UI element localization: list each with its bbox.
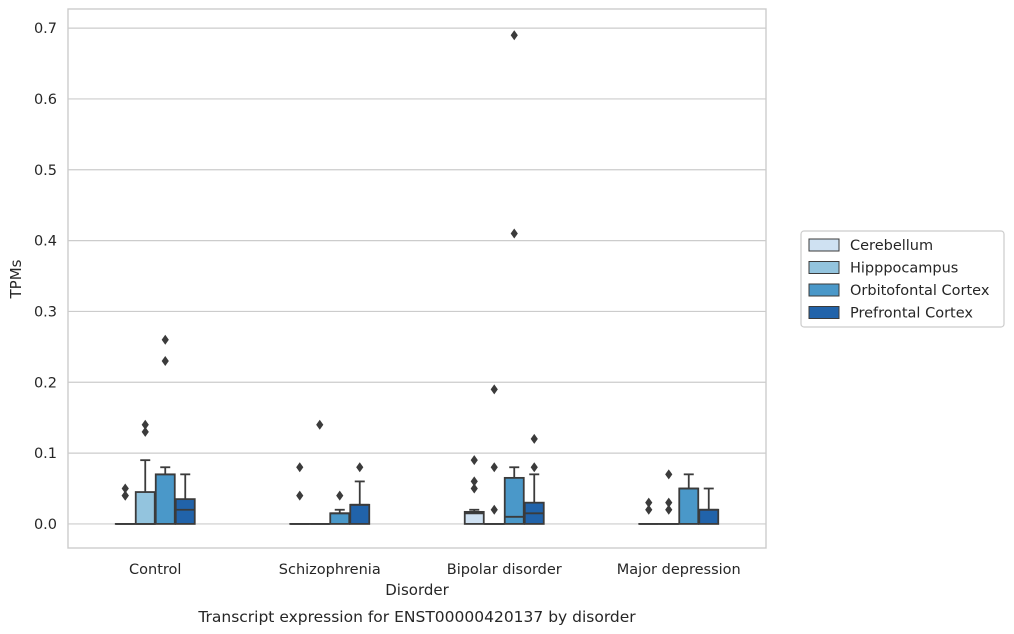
outlier-point bbox=[490, 504, 498, 515]
box-hipppocampus bbox=[309, 419, 331, 525]
outlier-point bbox=[645, 504, 653, 515]
plot-frame bbox=[67, 8, 767, 549]
outlier-point bbox=[470, 476, 478, 487]
outlier-point bbox=[665, 504, 673, 515]
outlier-point bbox=[141, 426, 149, 437]
outlier-point bbox=[141, 419, 149, 430]
box-cerebellum bbox=[289, 462, 311, 525]
box-hipppocampus bbox=[658, 469, 680, 525]
box-body bbox=[349, 503, 371, 525]
box-orbitofontal-cortex bbox=[329, 490, 351, 525]
box-cerebellum bbox=[463, 455, 485, 525]
outlier-point bbox=[121, 490, 129, 501]
box-hipppocampus bbox=[134, 419, 156, 525]
outlier-point bbox=[296, 490, 304, 501]
box-orbitofontal-cortex bbox=[503, 30, 525, 525]
legend-frame bbox=[800, 230, 1005, 328]
y-tick-label: 0.6 bbox=[34, 92, 57, 108]
chart-caption: Transcript expression for ENST0000042013… bbox=[197, 608, 636, 626]
outlier-point bbox=[510, 30, 518, 41]
y-tick-label: 0.4 bbox=[34, 234, 57, 250]
legend-swatch bbox=[808, 261, 840, 274]
y-tick-label: 0.5 bbox=[34, 163, 57, 179]
x-tick-label: Control bbox=[129, 562, 181, 578]
box-prefrontal-cortex bbox=[523, 433, 545, 525]
plot-area bbox=[67, 8, 767, 549]
x-tick-label: Major depression bbox=[617, 562, 741, 578]
legend-swatch bbox=[808, 306, 840, 319]
outlier-point bbox=[665, 497, 673, 508]
y-axis-label: TPMs bbox=[7, 259, 25, 299]
box-cerebellum bbox=[114, 483, 136, 525]
x-tick-label: Schizophrenia bbox=[279, 562, 381, 578]
y-tick-label: 0.3 bbox=[34, 304, 57, 320]
box-cerebellum bbox=[638, 497, 660, 525]
x-tick-label: Bipolar disorder bbox=[447, 562, 562, 578]
outlier-point bbox=[530, 433, 538, 444]
box-body bbox=[503, 476, 525, 525]
box-hipppocampus bbox=[483, 384, 505, 525]
box-body bbox=[329, 512, 351, 525]
y-axis: 0.0 0.1 0.2 0.3 0.4 0.5 0.6 0.7 bbox=[34, 21, 57, 533]
legend: Cerebellum Hipppocampus Orbitofontal Corte… bbox=[800, 230, 1005, 328]
legend-swatch bbox=[808, 283, 840, 297]
y-tick-label: 0.2 bbox=[34, 375, 57, 391]
legend-swatch bbox=[808, 238, 840, 252]
box-prefrontal-cortex bbox=[174, 473, 196, 525]
x-axis-label: Disorder bbox=[385, 581, 449, 599]
box-body bbox=[463, 510, 485, 525]
outlier-point bbox=[470, 455, 478, 466]
outlier-point bbox=[161, 334, 169, 345]
box-body bbox=[174, 498, 196, 525]
legend-label: Prefrontal Cortex bbox=[850, 306, 973, 322]
legend-label: Hipppocampus bbox=[850, 261, 958, 277]
box-body bbox=[678, 487, 700, 525]
outlier-point bbox=[161, 356, 169, 367]
y-tick-label: 0.7 bbox=[34, 21, 57, 37]
outlier-point bbox=[665, 469, 673, 480]
box-prefrontal-cortex bbox=[349, 462, 371, 525]
outlier-point bbox=[356, 462, 364, 473]
box-orbitofontal-cortex bbox=[154, 334, 176, 525]
outlier-point bbox=[530, 462, 538, 473]
outlier-point bbox=[510, 228, 518, 239]
x-axis: Control Schizophrenia Bipolar disorder Majo… bbox=[129, 562, 741, 578]
outlier-point bbox=[121, 483, 129, 494]
outlier-point bbox=[336, 490, 344, 501]
outlier-point bbox=[645, 497, 653, 508]
box-orbitofontal-cortex bbox=[678, 473, 700, 525]
legend-label: Cerebellum bbox=[850, 238, 933, 254]
box-body bbox=[134, 491, 156, 525]
box-body bbox=[154, 473, 176, 525]
outlier-point bbox=[316, 419, 324, 430]
outlier-point bbox=[296, 462, 304, 473]
y-tick-label: 0.1 bbox=[34, 446, 57, 462]
outlier-point bbox=[490, 462, 498, 473]
outlier-point bbox=[470, 483, 478, 494]
box-body bbox=[698, 508, 720, 525]
legend-label: Orbitofontal Cortex bbox=[850, 283, 990, 299]
outlier-point bbox=[490, 384, 498, 395]
box-prefrontal-cortex bbox=[698, 487, 720, 525]
y-tick-label: 0.0 bbox=[34, 517, 57, 533]
